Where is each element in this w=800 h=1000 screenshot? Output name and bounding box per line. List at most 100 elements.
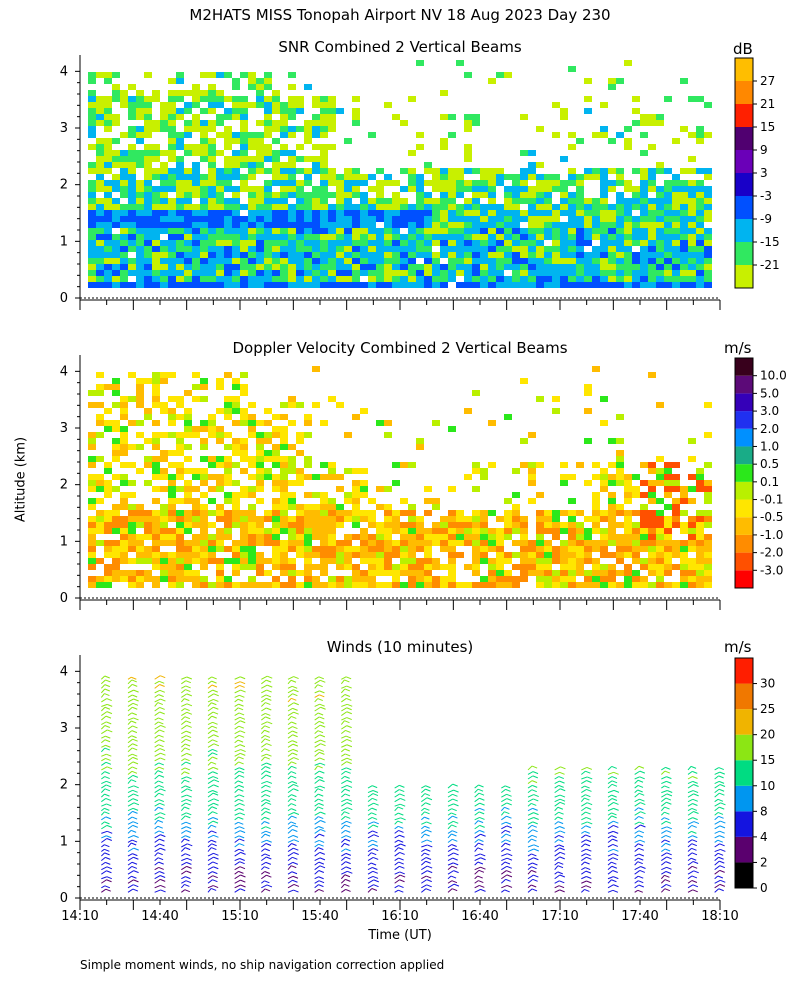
- doppler-cell: [184, 570, 192, 576]
- doppler-cell: [216, 378, 224, 384]
- snr-cell: [472, 252, 480, 258]
- snr-cell: [608, 210, 616, 216]
- snr-cell: [384, 228, 392, 234]
- snr-cell: [312, 216, 320, 222]
- doppler-cell: [344, 432, 352, 438]
- doppler-cell: [200, 474, 208, 480]
- wind-barb: [185, 738, 191, 742]
- wind-barb: [394, 803, 401, 807]
- doppler-cell: [672, 564, 680, 570]
- doppler-cell: [624, 480, 632, 486]
- wind-barb: [479, 829, 485, 833]
- snr-cell: [448, 132, 456, 138]
- snr-cell: [592, 198, 600, 204]
- wind-barb: [238, 821, 244, 825]
- doppler-cell: [224, 546, 232, 552]
- snr-cell: [272, 276, 280, 282]
- doppler-cell: [480, 516, 488, 522]
- wind-barb: [240, 851, 246, 855]
- doppler-cell: [272, 450, 280, 456]
- snr-cell: [448, 264, 456, 270]
- snr-cell: [352, 222, 360, 228]
- doppler-cell: [472, 516, 480, 522]
- doppler-cell: [200, 558, 208, 564]
- doppler-cell: [232, 522, 240, 528]
- snr-cell: [232, 150, 240, 156]
- snr-cell: [152, 222, 160, 228]
- snr-cell: [616, 198, 624, 204]
- wind-barb: [613, 824, 619, 828]
- wind-barb: [661, 839, 666, 843]
- snr-cell: [248, 270, 256, 276]
- snr-cell: [584, 108, 592, 114]
- snr-cell: [656, 168, 664, 174]
- snr-cell: [624, 210, 632, 216]
- wind-barb: [320, 739, 326, 743]
- wind-barb: [131, 735, 137, 739]
- snr-cell: [688, 234, 696, 240]
- wind-barb: [260, 748, 265, 753]
- snr-cell: [400, 264, 408, 270]
- wind-barb: [104, 821, 110, 825]
- wind-barb: [318, 802, 324, 806]
- snr-cell: [280, 246, 288, 252]
- doppler-cell: [264, 570, 272, 576]
- doppler-cell: [120, 444, 128, 450]
- snr-cell: [544, 252, 552, 258]
- snr-cell: [696, 276, 704, 282]
- snr-cell: [512, 264, 520, 270]
- wind-barb: [104, 739, 111, 743]
- snr-cell: [248, 186, 256, 192]
- doppler-cell: [672, 510, 680, 516]
- snr-cell: [256, 150, 264, 156]
- doppler-cell: [88, 390, 96, 396]
- snr-cell: [152, 168, 160, 174]
- snr-cell: [688, 204, 696, 210]
- doppler-cell: [640, 492, 648, 498]
- wind-barb: [447, 880, 453, 884]
- snr-cell: [304, 240, 312, 246]
- snr-cell: [688, 228, 696, 234]
- wind-barb: [319, 851, 325, 855]
- wind-barb: [239, 861, 245, 865]
- snr-cell: [528, 216, 536, 222]
- snr-cell: [120, 270, 128, 276]
- snr-cell: [440, 270, 448, 276]
- snr-cell: [264, 264, 272, 270]
- wind-barb: [132, 683, 138, 687]
- doppler-cell: [368, 522, 376, 528]
- doppler-cell: [240, 516, 248, 522]
- wind-barb: [394, 847, 399, 852]
- snr-cell: [264, 156, 272, 162]
- doppler-cell: [336, 522, 344, 528]
- snr-cell: [664, 168, 672, 174]
- wind-barb: [107, 729, 113, 733]
- wind-barb: [478, 784, 484, 788]
- wind-barb: [557, 871, 563, 875]
- snr-cell: [480, 222, 488, 228]
- doppler-cell: [344, 498, 352, 504]
- wind-barb: [341, 820, 347, 825]
- wind-barb: [717, 798, 724, 802]
- doppler-cell: [320, 522, 328, 528]
- wind-barb: [344, 720, 350, 724]
- snr-cell: [576, 264, 584, 270]
- wind-barb: [560, 788, 566, 792]
- snr-cell: [504, 198, 512, 204]
- doppler-cell: [216, 564, 224, 570]
- doppler-cell: [104, 540, 112, 546]
- doppler-cell: [472, 462, 480, 468]
- snr-cell: [640, 228, 648, 234]
- doppler-cell: [280, 432, 288, 438]
- doppler-cell: [264, 516, 272, 522]
- wind-barb: [474, 829, 480, 834]
- wind-barb: [501, 788, 506, 793]
- snr-cell: [216, 216, 224, 222]
- snr-cell: [200, 240, 208, 246]
- doppler-cell: [264, 450, 272, 456]
- snr-cell: [496, 228, 504, 234]
- snr-cell: [288, 246, 296, 252]
- snr-cell: [704, 216, 712, 222]
- wind-barb: [666, 776, 672, 780]
- wind-barb: [554, 811, 559, 816]
